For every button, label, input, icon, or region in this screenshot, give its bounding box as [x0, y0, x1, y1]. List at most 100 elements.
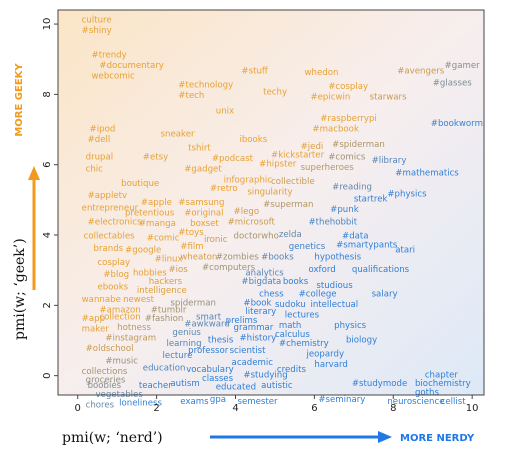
word-point: vocabulary [186, 365, 234, 375]
word-point: learning [166, 339, 201, 349]
word-point: biology [346, 335, 377, 345]
word-point: #fashion [145, 314, 184, 324]
word-point: hackers [149, 277, 183, 287]
word-point: #shiny [82, 26, 112, 36]
word-point: #dell [88, 135, 111, 145]
word-point: #raspberrypi [320, 114, 377, 124]
word-point: #computers [202, 263, 256, 273]
gridlines [54, 23, 473, 399]
y-tick-label: 10 [42, 18, 53, 31]
y-tick-label: 2 [42, 302, 53, 308]
word-point: #glasses [433, 79, 473, 89]
word-point: studious [316, 281, 353, 291]
word-point: biochemistry [415, 379, 471, 389]
x-tick-label: 10 [466, 403, 479, 414]
word-point: #original [184, 209, 223, 219]
word-point: books [283, 277, 309, 287]
word-point: lecture [163, 351, 193, 361]
word-point: #book [243, 298, 271, 308]
word-point: #microsoft [228, 217, 276, 227]
word-point: #manga [139, 219, 176, 229]
word-point: #ipod [90, 124, 116, 134]
word-point: culture [82, 15, 112, 25]
word-point: gpa [210, 395, 226, 405]
y-axis-title: pmi(w; ‘geek’) [12, 238, 28, 340]
word-point: collectible [271, 177, 315, 187]
y-direction-label: MORE GEEKY [14, 63, 25, 137]
word-point: #bookworm [431, 119, 483, 129]
word-point: #electronics [88, 217, 142, 227]
word-point: #superman [263, 200, 313, 210]
word-point: ironic [204, 235, 228, 245]
x-direction-indicator: MORE NERDY [210, 431, 475, 444]
word-point: grammar [234, 323, 274, 333]
word-point: #appletv [88, 191, 128, 201]
word-point: #amazon [99, 305, 140, 315]
x-tick-label: 6 [311, 403, 317, 414]
word-point: boutique [121, 179, 159, 189]
word-point: #college [299, 290, 337, 300]
word-point: jeopardy [306, 349, 345, 359]
word-point: #awkward [184, 319, 230, 329]
word-point: #music [105, 356, 138, 366]
x-arrowhead-icon [378, 431, 392, 443]
word-point: cellist [441, 397, 467, 407]
word-point: ibooks [239, 135, 267, 145]
word-point: qualifications [352, 265, 410, 275]
word-point: math [279, 321, 301, 331]
word-point: intellectual [310, 300, 358, 310]
word-point: startrek [354, 195, 388, 205]
word-point: #avengers [397, 66, 445, 76]
word-point: hotness [117, 323, 151, 333]
word-point: #punk [330, 205, 359, 215]
word-point: smart [196, 312, 222, 322]
word-point: chess [259, 290, 284, 300]
word-point: teacher [139, 381, 172, 391]
word-point: #reading [332, 182, 372, 192]
word-point: #app [82, 314, 105, 324]
y-tick-label: 4 [42, 232, 53, 238]
word-point: academic [232, 358, 274, 368]
word-point: analytics [245, 268, 284, 278]
word-point: scientist [230, 346, 267, 356]
word-point: #chemistry [279, 339, 329, 349]
word-point: #books [261, 253, 294, 263]
word-point: #hipster [259, 159, 297, 169]
word-point: pretentious [125, 209, 175, 219]
word-point: #jedi [301, 142, 324, 152]
word-point: tshirt [188, 144, 211, 154]
word-point: #documentary [99, 61, 163, 71]
word-point: wheaton [180, 253, 217, 263]
word-point: atari [395, 246, 415, 256]
word-point: prelims [226, 316, 258, 326]
word-point: sneaker [161, 130, 195, 140]
word-point: #linux [155, 254, 183, 264]
word-point: classes [202, 374, 234, 384]
plot-background [58, 10, 484, 395]
word-point: #thehobbit [308, 217, 357, 227]
word-point: groceries [86, 376, 126, 386]
y-arrowhead-icon [28, 166, 40, 180]
word-point: unix [216, 107, 234, 117]
word-point: #spiderman [332, 140, 385, 150]
word-point: #apple [141, 198, 172, 208]
word-point: boxset [190, 219, 219, 229]
word-point: #data [342, 232, 369, 242]
word-point: #trendy [92, 50, 127, 60]
word-point: #retro [210, 184, 238, 194]
x-direction-label: MORE NERDY [400, 433, 475, 444]
word-point: hypothesis [314, 253, 361, 263]
word-point: #studymode [352, 379, 407, 389]
y-tick-label: 8 [42, 91, 53, 97]
word-point: #podcast [212, 154, 254, 164]
word-point: #toys [178, 228, 204, 238]
word-point: #stuff [241, 66, 268, 76]
word-point: #zombies [216, 253, 259, 263]
word-point: zelda [279, 230, 302, 240]
word-point: newest [123, 295, 155, 305]
tick-labels: 0 2 4 6 8 10 0 2 4 6 8 10 [42, 18, 479, 414]
word-point: goths [415, 388, 440, 398]
word-point: #epicwin [310, 93, 350, 103]
word-point: intelligence [137, 286, 187, 296]
word-point: genetics [289, 242, 326, 252]
